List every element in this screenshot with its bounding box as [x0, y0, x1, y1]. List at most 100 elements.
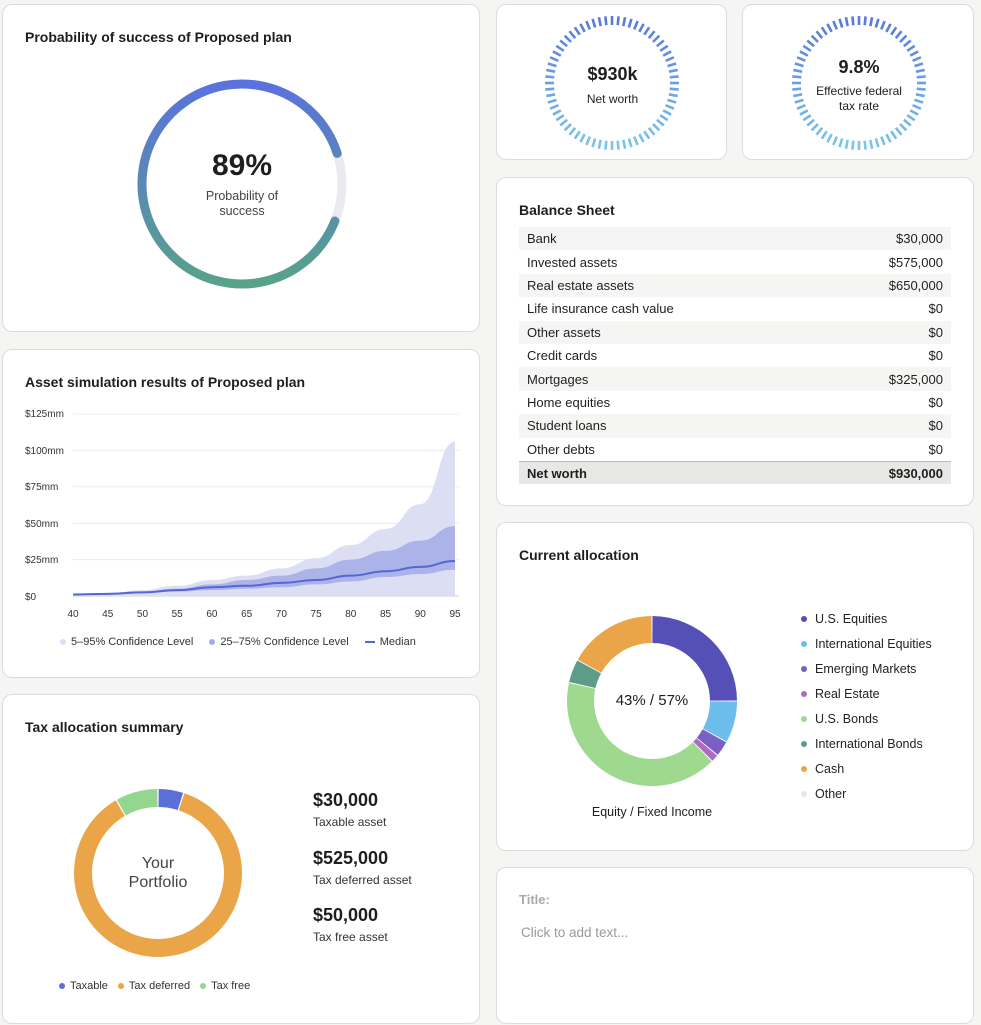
ring-tick — [545, 75, 555, 79]
band-25-75 — [73, 526, 455, 596]
ring-tick — [826, 23, 833, 33]
ring-tick — [547, 98, 557, 104]
ring-tick — [863, 16, 867, 26]
ring-tick — [890, 130, 898, 140]
tax-amount: $30,000 — [313, 790, 379, 810]
ring-tick — [662, 109, 672, 116]
ring-tick — [906, 44, 916, 52]
row-value: $0 — [928, 441, 943, 457]
legend-label: Emerging Markets — [815, 661, 917, 676]
allocation-slice — [696, 729, 727, 755]
ring-tick — [638, 23, 645, 33]
tax-slice — [158, 789, 184, 811]
legend-item-outer: 5–95% Confidence Level — [60, 636, 193, 648]
tax-amount: $50,000 — [313, 905, 379, 925]
legend-item-median: Median — [364, 636, 416, 648]
x-tick-label: 60 — [206, 609, 218, 620]
note-text-placeholder[interactable]: Click to add text... — [521, 925, 629, 940]
ring-tick — [627, 138, 633, 148]
legend-label: Taxable — [70, 980, 108, 992]
row-label: Other debts — [527, 441, 595, 457]
allocation-slice — [577, 616, 652, 673]
note-title-label[interactable]: Title: — [519, 892, 550, 907]
ring-tick — [885, 23, 892, 33]
allocation-caption: Equity / Fixed Income — [591, 805, 713, 819]
ring-tick — [815, 30, 824, 39]
row-label: Other assets — [527, 324, 601, 340]
legend-item: International Equities — [801, 631, 932, 656]
ring-tick — [659, 114, 669, 122]
tax-item-deferred: $525,000 Tax deferred asset — [313, 848, 412, 887]
note-card[interactable]: Title: Click to add text... — [496, 867, 974, 1024]
legend-item: International Bonds — [801, 731, 932, 756]
allocation-donut — [567, 616, 737, 786]
ring-tick — [796, 56, 806, 63]
ring-tick — [903, 118, 912, 127]
ring-tick — [579, 23, 586, 33]
ring-tick — [568, 127, 577, 136]
current-allocation-title: Current allocation — [519, 547, 639, 563]
ring-tick — [863, 140, 867, 150]
tax-donut — [74, 789, 242, 957]
allocation-slice — [702, 701, 737, 742]
legend-swatch — [200, 983, 207, 989]
ring-tick — [616, 140, 620, 150]
legend-label: International Bonds — [815, 736, 923, 751]
legend-swatch — [801, 740, 807, 747]
tax-rate-value: 9.8% — [838, 57, 880, 77]
ring-tick — [915, 93, 925, 98]
row-value: $0 — [928, 348, 943, 364]
ring-tick — [802, 44, 812, 52]
current-allocation-card: Current allocation 43% / 57% Equity / Fi… — [496, 522, 974, 851]
net-worth-value: $930k — [587, 64, 638, 84]
ring-tick — [903, 39, 912, 48]
ring-tick — [806, 39, 815, 48]
x-tick-label: 90 — [415, 609, 427, 620]
ring-tick — [667, 98, 677, 104]
ring-tick — [545, 87, 555, 91]
ring-tick — [597, 139, 602, 149]
ring-tick — [794, 98, 804, 104]
y-tick-label: $25mm — [25, 555, 58, 566]
allocation-legend: U.S. Equities International Equities Eme… — [801, 606, 932, 806]
ring-tick — [667, 62, 677, 68]
ring-tick — [906, 114, 916, 122]
ring-tick — [643, 26, 651, 36]
ring-tick — [652, 123, 661, 132]
ring-tick — [668, 68, 678, 73]
ring-tick — [546, 93, 556, 98]
ring-tick — [656, 118, 665, 127]
table-row: Mortgages $325,000 — [519, 367, 951, 391]
table-row: Other assets $0 — [519, 320, 951, 344]
ring-tick — [632, 20, 639, 30]
table-row: Bank $30,000 — [519, 227, 951, 251]
ring-tick — [869, 139, 874, 149]
ring-tick — [579, 133, 586, 143]
band-5-95 — [73, 441, 455, 596]
ring-tick — [622, 17, 627, 27]
ring-tick — [879, 136, 886, 146]
ring-tick — [899, 34, 908, 43]
tax-allocation-card: Tax allocation summary Your Portfolio $3… — [2, 694, 480, 1024]
ring-tick — [555, 114, 565, 122]
legend-item-deferred: Tax deferred — [117, 980, 190, 992]
row-label: Life insurance cash value — [527, 301, 674, 317]
ring-tick — [796, 103, 806, 110]
ring-tick — [647, 30, 656, 39]
legend-label: U.S. Equities — [815, 611, 888, 626]
probability-value: 89% — [211, 149, 273, 182]
row-value: $325,000 — [888, 371, 943, 387]
ring-tick — [647, 127, 656, 136]
ring-tick — [874, 18, 880, 28]
ring-tick — [894, 30, 903, 39]
ring-tick — [659, 44, 669, 52]
table-row: Home equities $0 — [519, 391, 951, 414]
ring-tick — [793, 68, 803, 73]
ring-tick — [656, 39, 665, 48]
x-tick-label: 45 — [102, 609, 114, 620]
ring-tick — [844, 139, 849, 149]
ring-tick — [914, 62, 924, 68]
table-row: Other debts $0 — [519, 438, 951, 461]
legend-item-inner: 25–75% Confidence Level — [209, 636, 349, 648]
ring-tick — [547, 62, 557, 68]
